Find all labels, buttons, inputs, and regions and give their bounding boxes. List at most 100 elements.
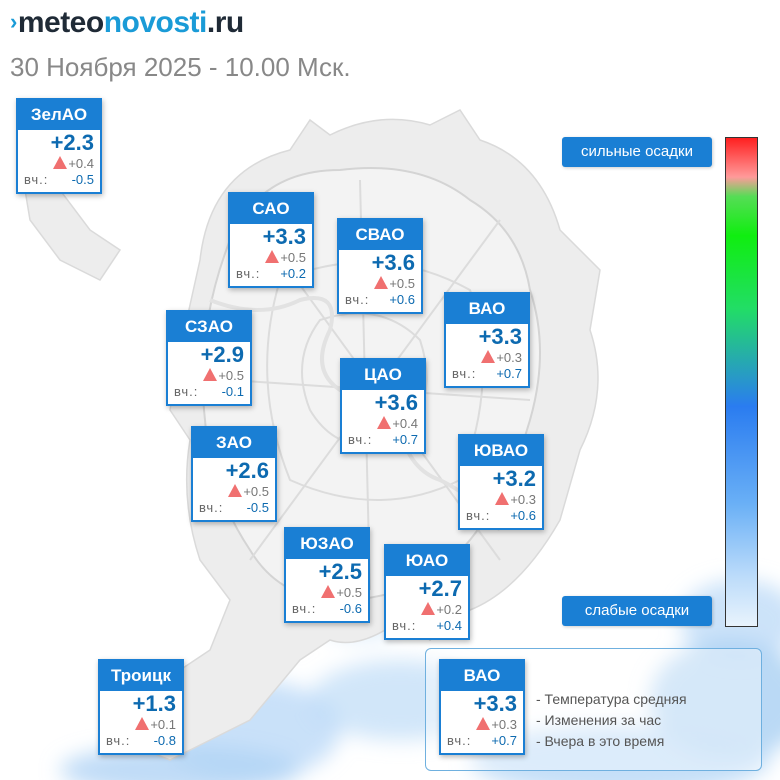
hourly-change: +0.2 [421,602,462,617]
triangle-up-icon [135,717,150,730]
average-temperature: +3.2 [492,466,536,491]
triangle-up-icon [481,350,496,363]
hourly-change-value: +0.5 [336,585,362,600]
yesterday-value: +0.2 [280,266,306,281]
hourly-change: +0.4 [377,416,418,431]
hourly-change-value: +0.3 [491,717,517,732]
average-temperature: +1.3 [132,691,176,716]
district-card-zelao: ЗелАО +2.3 +0.4 вч.: -0.5 [16,98,102,194]
district-name: ЮАО [386,546,468,576]
average-temperature: +3.6 [371,250,415,275]
yesterday-value: +0.7 [392,432,418,447]
logo-text-novosti: novosti [103,6,208,39]
district-name: ЦАО [342,360,424,390]
yesterday-row: вч.: +0.4 [392,618,462,633]
yesterday-label: вч.: [236,266,261,281]
yesterday-value: +0.4 [436,618,462,633]
yesterday-label: вч.: [345,292,370,307]
hourly-change: +0.3 [476,717,517,732]
yesterday-label: вч.: [466,508,491,523]
yesterday-label: вч.: [348,432,373,447]
yesterday-row: вч.: -0.1 [174,384,244,399]
hourly-change: +0.5 [321,585,362,600]
average-temperature: +3.6 [374,390,418,415]
hourly-change-value: +0.5 [389,276,415,291]
district-card-svao: СВАО +3.6 +0.5 вч.: +0.6 [337,218,423,314]
district-card-troitsk: Троицк +1.3 +0.1 вч.: -0.8 [98,659,184,755]
district-name: СЗАО [168,312,250,342]
yesterday-value: +0.7 [491,733,517,748]
triangle-up-icon [53,156,68,169]
hourly-change: +0.1 [135,717,176,732]
logo-text-domain: .ru [206,6,244,39]
yesterday-label: вч.: [452,366,477,381]
logo-mark-icon: › [10,9,17,34]
hourly-change: +0.5 [203,368,244,383]
yesterday-label: вч.: [292,601,317,616]
hourly-change: +0.3 [481,350,522,365]
yesterday-row: вч.: -0.8 [106,733,176,748]
hourly-change-value: +0.5 [280,250,306,265]
triangle-up-icon [374,276,389,289]
hourly-change: +0.5 [265,250,306,265]
district-card-yuzao: ЮЗАО +2.5 +0.5 вч.: -0.6 [284,527,370,623]
district-name: ЗелАО [18,100,100,130]
average-temperature: +2.9 [200,342,244,367]
average-temperature: +2.7 [418,576,462,601]
district-name: ЮЗАО [286,529,368,559]
average-temperature: +2.5 [318,559,362,584]
district-name: ВАО [446,294,528,324]
district-name: ЮВАО [460,436,542,466]
triangle-up-icon [421,602,436,615]
yesterday-row: вч.: +0.7 [452,366,522,381]
legend-line-hourly-change: - Изменения за час [536,712,662,728]
average-temperature: +2.3 [50,130,94,155]
district-card-cao: ЦАО +3.6 +0.4 вч.: +0.7 [340,358,426,454]
legend-descriptions: - Температура средняя - Изменения за час… [536,689,687,752]
district-name: СВАО [339,220,421,250]
triangle-up-icon [321,585,336,598]
hourly-change-value: +0.5 [243,484,269,499]
light-precipitation-label: слабые осадки [562,596,712,626]
legend-sample-card: ВАО +3.3 +0.3 вч.: +0.7 [439,659,525,755]
district-card-yuao: ЮАО +2.7 +0.2 вч.: +0.4 [384,544,470,640]
site-logo[interactable]: ›meteonovosti.ru [10,6,244,40]
hourly-change: +0.5 [228,484,269,499]
yesterday-row: вч.: +0.6 [345,292,415,307]
legend-box: ВАО +3.3 +0.3 вч.: +0.7 - Температура сре… [425,648,762,771]
yesterday-label: вч.: [199,500,224,515]
hourly-change-value: +0.3 [496,350,522,365]
district-name: САО [230,194,312,224]
hourly-change-value: +0.5 [218,368,244,383]
date-time-subtitle: 30 Ноября 2025 - 10.00 Мск. [10,52,351,82]
yesterday-row: вч.: +0.2 [236,266,306,281]
yesterday-row: вч.: +0.6 [466,508,536,523]
heavy-precipitation-label: сильные осадки [562,137,712,167]
hourly-change-value: +0.4 [68,156,94,171]
yesterday-value: -0.6 [339,601,362,616]
yesterday-value: +0.6 [389,292,415,307]
average-temperature: +3.3 [262,224,306,249]
district-name: ВАО [441,661,523,691]
yesterday-row: вч.: +0.7 [447,733,517,748]
district-card-szao: СЗАО +2.9 +0.5 вч.: -0.1 [166,310,252,406]
district-card-zao: ЗАО +2.6 +0.5 вч.: -0.5 [191,426,277,522]
hourly-change: +0.3 [495,492,536,507]
district-card-yuvao: ЮВАО +3.2 +0.3 вч.: +0.6 [458,434,544,530]
triangle-up-icon [476,717,491,730]
yesterday-row: вч.: +0.7 [348,432,418,447]
yesterday-value: +0.6 [510,508,536,523]
yesterday-value: -0.1 [221,384,244,399]
average-temperature: +2.6 [225,458,269,483]
district-card-sao: САО +3.3 +0.5 вч.: +0.2 [228,192,314,288]
yesterday-row: вч.: -0.5 [199,500,269,515]
triangle-up-icon [377,416,392,429]
hourly-change: +0.5 [374,276,415,291]
hourly-change: +0.4 [53,156,94,171]
legend-line-average-temp: - Температура средняя [536,691,687,707]
yesterday-row: вч.: -0.5 [24,172,94,187]
average-temperature: +3.3 [473,691,517,716]
triangle-up-icon [495,492,510,505]
yesterday-label: вч.: [174,384,199,399]
yesterday-label: вч.: [106,733,131,748]
